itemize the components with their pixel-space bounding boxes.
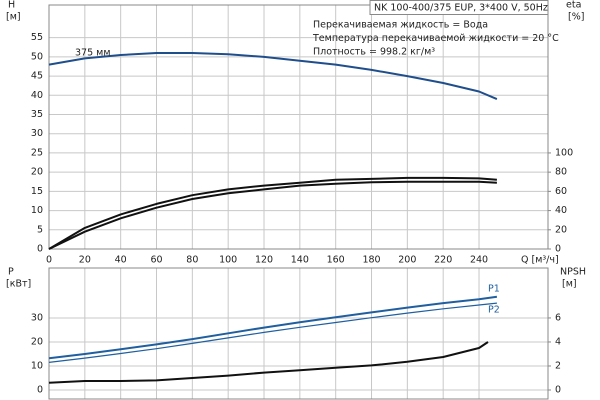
y2-tick-label: 0 xyxy=(555,385,561,396)
x-label-bg xyxy=(518,253,548,266)
series-label: P2 xyxy=(488,305,500,316)
plot-frame xyxy=(48,267,549,400)
x-tick-label: 20 xyxy=(79,255,91,266)
x-tick-label: 0 xyxy=(46,255,52,266)
annotation: Плотность = 998.2 кг/м³ xyxy=(313,47,435,58)
y2-axis-label: NPSH xyxy=(560,267,586,278)
y-tick-label: 0 xyxy=(37,244,43,255)
y-tick-label: 15 xyxy=(31,186,43,197)
y-axis-label: H xyxy=(8,0,15,11)
y-tick-label: 50 xyxy=(31,51,43,62)
y-tick-label: 30 xyxy=(31,128,43,139)
x-tick-label: 40 xyxy=(115,255,127,266)
y2-tick-label: 2 xyxy=(555,360,561,371)
y-tick-label: 10 xyxy=(31,360,43,371)
y-tick-label: 5 xyxy=(37,224,43,235)
x-tick-label: 100 xyxy=(219,255,237,266)
y-tick-label: 45 xyxy=(31,71,43,82)
curve xyxy=(48,295,498,360)
y2-tick-label: 4 xyxy=(555,336,561,347)
y-axis-unit: [кВт] xyxy=(6,279,31,290)
x-tick-label: 200 xyxy=(398,255,416,266)
y-tick-label: 10 xyxy=(31,205,43,216)
y2-axis-unit: [м] xyxy=(562,279,577,290)
y2-tick-label: 80 xyxy=(555,167,567,178)
y2-tick-label: 0 xyxy=(555,244,561,255)
y2-tick-label: 6 xyxy=(555,312,561,323)
x-tick-label: 60 xyxy=(150,255,162,266)
x-tick-label: 220 xyxy=(434,255,452,266)
curve xyxy=(48,180,497,250)
title-box xyxy=(369,0,549,15)
y2-tick-label: 60 xyxy=(555,186,567,197)
y-tick-label: 20 xyxy=(31,167,43,178)
y-tick-label: 40 xyxy=(31,90,43,101)
y2-axis-label: eta xyxy=(566,0,581,11)
y-tick-label: 30 xyxy=(31,312,43,323)
y-tick-label: 25 xyxy=(31,147,43,158)
curve xyxy=(48,302,497,363)
y2-axis-unit: [%] xyxy=(568,12,584,23)
plot-frame xyxy=(48,4,549,250)
y2-tick-label: 20 xyxy=(555,224,567,235)
y2-tick-label: 100 xyxy=(555,147,573,158)
x-tick-label: 160 xyxy=(327,255,345,266)
curve xyxy=(48,52,498,101)
curve xyxy=(48,341,489,384)
chart-title: NK 100-400/375 EUP, 3*400 V, 50Hz xyxy=(374,3,548,14)
series-label: 375 мм xyxy=(75,48,111,59)
annotation: Перекачиваемая жидкость = Вода xyxy=(313,20,488,31)
x-axis-label: Q [м³/ч] xyxy=(521,255,559,266)
y-axis-label: P xyxy=(8,267,14,278)
y-axis-unit: [м] xyxy=(6,12,21,23)
curve xyxy=(48,176,497,250)
y-tick-label: 35 xyxy=(31,109,43,120)
y2-tick-label: 40 xyxy=(555,205,567,216)
x-tick-label: 140 xyxy=(291,255,309,266)
y-tick-label: 0 xyxy=(37,385,43,396)
x-tick-label: 180 xyxy=(362,255,380,266)
x-tick-label: 80 xyxy=(186,255,198,266)
y-tick-label: 20 xyxy=(31,336,43,347)
annotation: Температура перекачиваемой жидкости = 20… xyxy=(312,33,559,44)
series-label: P1 xyxy=(488,284,500,295)
y-tick-label: 55 xyxy=(31,32,43,43)
x-tick-label: 240 xyxy=(470,255,488,266)
x-tick-label: 120 xyxy=(255,255,273,266)
